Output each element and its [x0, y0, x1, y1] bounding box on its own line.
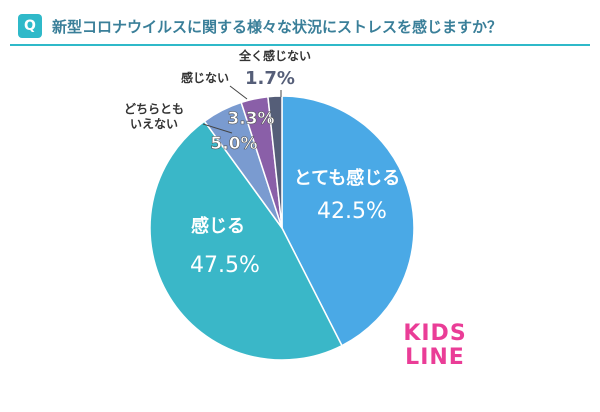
slice-totemo-label: とても感じる: [294, 167, 401, 189]
leader-lines: [202, 85, 282, 134]
slice-dochira-value: 5.0%: [210, 134, 257, 154]
slice-mattaku-value: 1.7%: [245, 68, 295, 89]
slice-kanjinai-label: 感じない: [181, 70, 229, 85]
slice-mattaku-label: 全く感じない: [238, 48, 311, 63]
question-badge: Q: [18, 14, 42, 38]
slice-kanjiru-label: 感じる: [191, 215, 245, 237]
slice-totemo: [281, 95, 415, 347]
slice-kanjiru: [149, 120, 343, 361]
question-text: 新型コロナウイルスに関する様々な状況にストレスを感じますか？: [52, 18, 503, 36]
pie-slices: [149, 95, 415, 361]
logo-line-2: LINE: [405, 345, 465, 370]
slice-kanjinai-leader-line: [229, 85, 248, 100]
kidsline-logo: KIDS LINE: [400, 322, 470, 378]
slice-kanjiru-value: 47.5%: [190, 253, 260, 278]
slice-totemo-value: 42.5%: [317, 199, 387, 224]
slice-dochira-label: どちらともいえない: [124, 102, 184, 131]
slice-mattaku: [267, 95, 283, 229]
question-bar: Q 新型コロナウイルスに関する様々な状況にストレスを感じますか？: [10, 8, 590, 46]
slice-kanjinai-value: 3.3%: [227, 109, 274, 129]
slice-dochira-leader-line: [202, 123, 233, 134]
logo-line-1: KIDS: [403, 321, 467, 346]
slice-labels: とても感じる 42.5% 感じる 47.5% どちらともいえない 5.0% 感じない 3.3%…: [124, 48, 400, 278]
